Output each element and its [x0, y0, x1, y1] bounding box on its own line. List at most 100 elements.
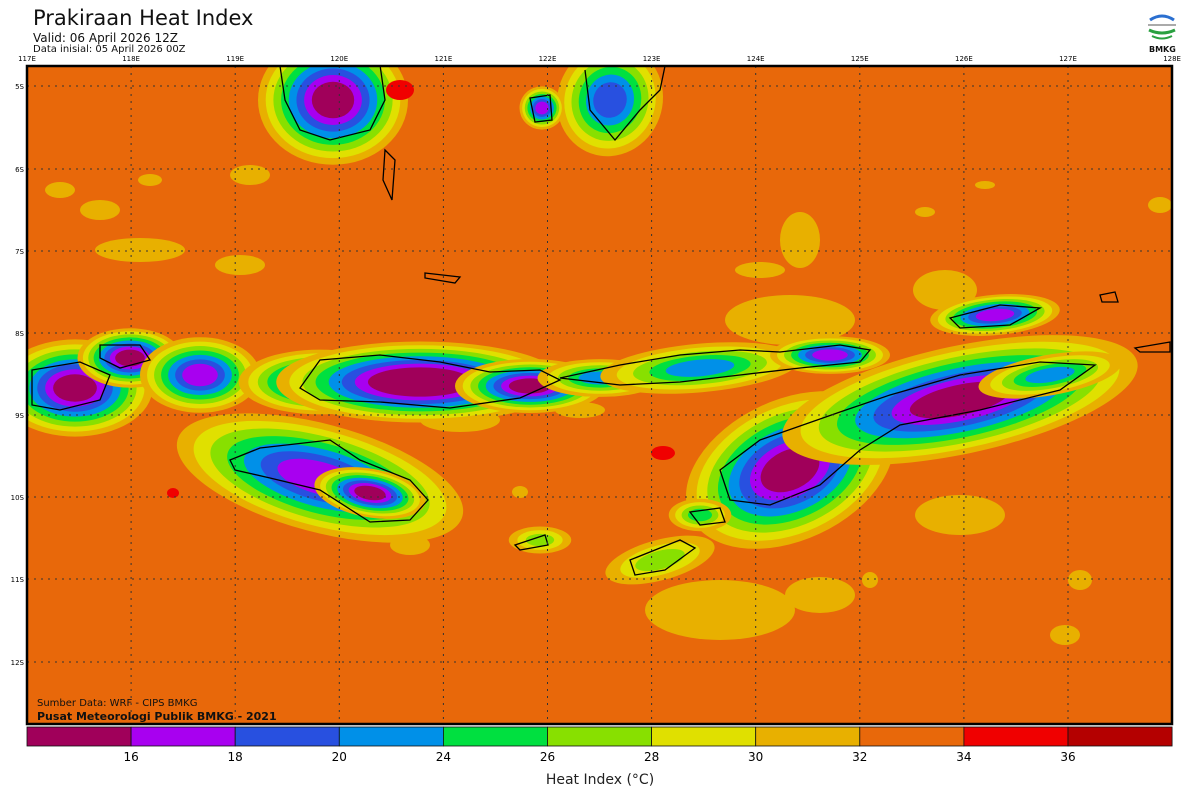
- heat-contour-18-20: [593, 82, 627, 118]
- coastline: [719, 361, 1097, 506]
- coastline: [688, 507, 726, 526]
- heat-contour-30-32: [975, 181, 995, 189]
- heat-contour-30-32: [913, 270, 977, 310]
- initial-data-time: Data inisial: 05 April 2026 00Z: [33, 44, 186, 55]
- lat-label: 10S: [11, 494, 25, 502]
- lon-label: 127E: [1059, 55, 1077, 63]
- heat-contour-30-32: [1148, 197, 1172, 213]
- lon-label: 124E: [747, 55, 765, 63]
- colorbar-swatch: [859, 726, 965, 747]
- heat-contour-below-16: [311, 81, 355, 119]
- colorbar-swatch: [547, 726, 652, 747]
- lon-label: 120E: [330, 55, 348, 63]
- heat-contour-30-32: [95, 238, 185, 262]
- heat-contour-30-32: [215, 255, 265, 275]
- lat-label: 9S: [15, 412, 24, 420]
- heat-contour-16-18: [535, 101, 549, 115]
- heat-contour-30-32: [915, 207, 935, 217]
- colorbar-swatch: [26, 726, 132, 747]
- colorbar-swatch: [963, 726, 1069, 747]
- heat-contour-30-32: [645, 580, 795, 640]
- heat-contour-30-32: [138, 174, 162, 186]
- lon-label: 119E: [226, 55, 244, 63]
- coastline: [584, 66, 666, 142]
- lon-label: 128E: [1163, 55, 1181, 63]
- coastline: [382, 148, 396, 201]
- colorbar-tick: 30: [748, 750, 763, 764]
- lon-label: 118E: [122, 55, 140, 63]
- heat-contour-30-32: [785, 577, 855, 613]
- heat-contour-30-32: [1050, 625, 1080, 645]
- coastline: [1133, 341, 1171, 353]
- colorbar-tick: 16: [123, 750, 138, 764]
- colorbar-tick: 18: [228, 750, 243, 764]
- heat-contour-30-32: [780, 212, 820, 268]
- lon-label: 126E: [955, 55, 973, 63]
- colorbar-swatch: [234, 726, 340, 747]
- lon-label: 121E: [435, 55, 453, 63]
- heat-contour-16-18: [812, 349, 848, 361]
- heat-contour-30-32: [915, 495, 1005, 535]
- colorbar-label: Heat Index (°C): [545, 772, 655, 788]
- lat-label: 7S: [15, 248, 24, 256]
- coastline: [529, 94, 553, 123]
- lat-label: 6S: [15, 166, 24, 174]
- map-frame: [25, 64, 1174, 726]
- valid-time: Valid: 06 April 2026 12Z: [33, 31, 178, 45]
- coastline: [299, 354, 562, 409]
- coastline: [948, 304, 1043, 329]
- coastline: [99, 344, 152, 369]
- coastline: [279, 66, 386, 141]
- lon-label: 117E: [18, 55, 36, 63]
- heat-contour-20-24: [665, 359, 735, 377]
- heat-contour-below-16: [115, 349, 145, 367]
- heat-contour-30-32: [725, 295, 855, 345]
- heat-contour-30-32: [735, 262, 785, 278]
- heat-contour-30-32: [80, 200, 120, 220]
- colorbar-swatch: [755, 726, 861, 747]
- heat-contour-30-32: [230, 165, 270, 185]
- lon-label: 125E: [851, 55, 869, 63]
- lat-label: 12S: [11, 659, 25, 667]
- lat-label: 5S: [15, 83, 24, 91]
- heat-contour-below-16: [367, 367, 473, 397]
- coastline: [229, 439, 429, 523]
- data-source: Sumber Data: WRF - CIPS BMKG: [37, 698, 198, 709]
- colorbar-swatch: [1067, 726, 1173, 747]
- heat-contour-16-18: [182, 363, 218, 387]
- coastline: [629, 539, 697, 576]
- colorbar-tick: 20: [332, 750, 347, 764]
- logo-text: BMKG: [1149, 45, 1176, 54]
- colorbar-tick: 28: [644, 750, 659, 764]
- coastline: [513, 534, 549, 551]
- coastline: [424, 272, 462, 284]
- colorbar-tick: 36: [1060, 750, 1075, 764]
- heat-contour-34-36: [386, 80, 414, 100]
- heat-contour-below-16: [53, 374, 97, 402]
- bmkg-logo-icon: [1147, 11, 1177, 41]
- heat-contour-30-32: [45, 182, 75, 198]
- colorbar-tick: 32: [852, 750, 867, 764]
- colorbar-tick: 26: [540, 750, 555, 764]
- lat-label: 8S: [15, 330, 24, 338]
- heat-contour-below-16: [760, 447, 820, 493]
- coastline: [1099, 291, 1119, 303]
- heat-contour-30-32: [512, 486, 528, 498]
- colorbar-swatch: [442, 726, 548, 747]
- colorbar-swatch: [651, 726, 757, 747]
- coastline: [559, 344, 872, 386]
- map-title: Prakiraan Heat Index: [33, 6, 254, 30]
- credit: Pusat Meteorologi Publik BMKG - 2021: [37, 710, 277, 723]
- heat-contour-30-32: [862, 572, 878, 588]
- colorbar-swatch: [338, 726, 444, 747]
- heat-contour-26-28: [635, 548, 685, 572]
- heat-contour-20-24: [1025, 366, 1075, 384]
- lon-label: 122E: [539, 55, 557, 63]
- heat-contour-30-32: [1068, 570, 1092, 590]
- lat-label: 11S: [11, 576, 25, 584]
- colorbar-swatch: [130, 726, 236, 747]
- heat-contour-34-36: [651, 446, 675, 460]
- colorbar-tick: 24: [436, 750, 451, 764]
- heat-contour-16-18: [975, 308, 1015, 322]
